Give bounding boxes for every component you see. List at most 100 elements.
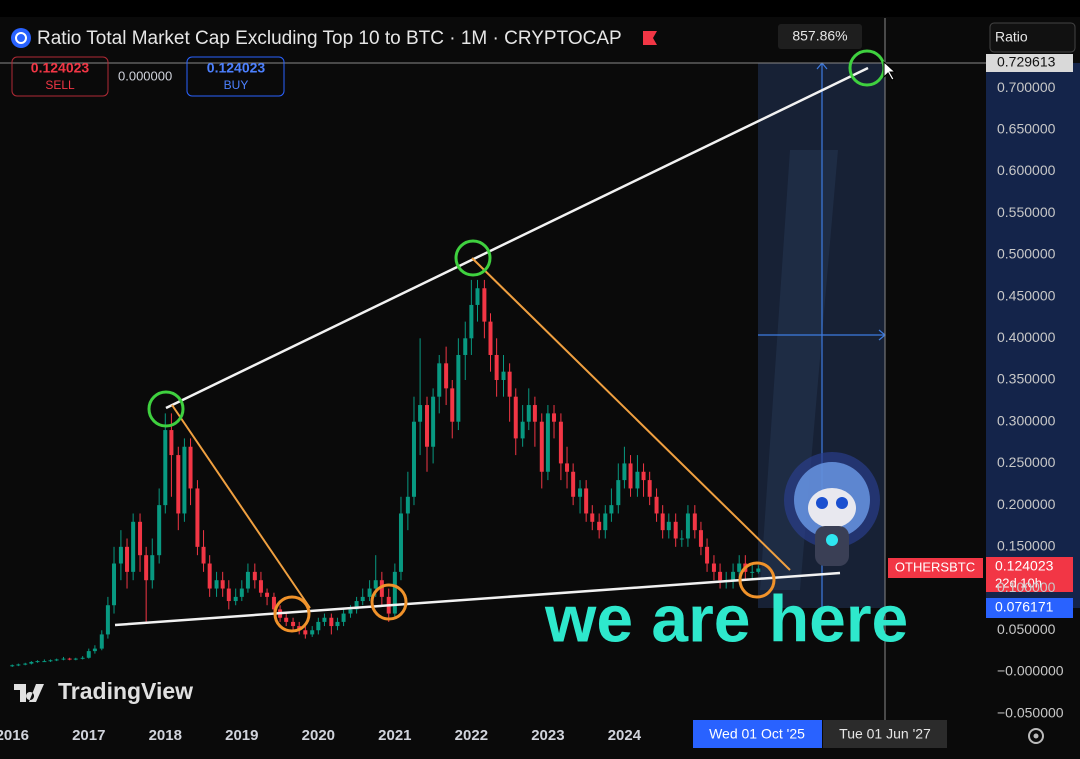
candle-body: [182, 446, 187, 514]
candle-body: [373, 580, 378, 589]
last-price-badge: [986, 557, 1073, 592]
candle-body: [469, 304, 474, 339]
candle-body: [552, 413, 557, 422]
cursor: [883, 60, 897, 81]
bottom-circle: [273, 595, 311, 633]
bottom-circle: [370, 583, 408, 621]
candle-body: [214, 580, 219, 589]
candle-body: [176, 455, 181, 514]
candle-body: [685, 513, 690, 539]
y-tick-label: 0.450000: [997, 287, 1056, 303]
level-price: 0.076171: [995, 599, 1054, 615]
candle-body: [86, 651, 91, 658]
candle-body: [437, 363, 442, 397]
y-tick-label: 0.700000: [997, 79, 1056, 95]
candle-body: [54, 659, 59, 661]
status-bar: [0, 0, 1080, 17]
candle-body: [201, 546, 206, 564]
y-tick-label: 0.150000: [997, 538, 1056, 554]
candle-body: [494, 354, 499, 381]
y-tick-label: 0.400000: [997, 329, 1056, 345]
measure-box: [778, 24, 862, 49]
candle-body: [679, 538, 684, 540]
candle-body: [711, 563, 716, 572]
x-tick-label: 2018: [149, 727, 182, 744]
candle-body: [609, 505, 614, 514]
candle-body: [526, 405, 531, 422]
flag-icon[interactable]: [643, 31, 657, 45]
mascot-face: [808, 488, 856, 528]
logo: TradingView: [14, 678, 193, 704]
candle-body: [303, 630, 308, 635]
sell-button[interactable]: [11, 56, 109, 97]
trend-line: [171, 404, 311, 609]
candle-body: [188, 446, 193, 489]
logo-mark: [14, 684, 44, 702]
candle-body: [578, 488, 583, 497]
candle-body: [118, 546, 123, 564]
scale-button-label: Ratio: [995, 29, 1028, 45]
candle-body: [99, 634, 104, 649]
candle-body: [329, 617, 334, 627]
candle-body: [603, 513, 608, 531]
candle-body: [67, 658, 72, 660]
candle-body: [258, 580, 263, 593]
y-tick-label: 0.250000: [997, 454, 1056, 470]
candle-body: [424, 405, 429, 447]
y-tick-label: 0.650000: [997, 120, 1056, 136]
candle-body: [628, 463, 633, 489]
x-tick-label: 2019: [225, 727, 258, 744]
candle-body: [616, 480, 621, 506]
candle-body: [590, 513, 595, 522]
candle-body: [475, 288, 480, 305]
candle-body: [105, 605, 110, 635]
candle-body: [520, 421, 525, 439]
settings-icon[interactable]: [1028, 728, 1044, 744]
candle-body: [558, 421, 563, 464]
spread: 0.000000: [118, 68, 172, 83]
bottom-markers: [273, 561, 776, 633]
candle-body: [718, 571, 723, 581]
candle-body: [322, 617, 327, 622]
mascot-core: [826, 534, 838, 546]
candle-body: [405, 496, 410, 514]
date-crosshair: Tue 01 Jun '27: [839, 726, 931, 742]
candle-body: [750, 571, 755, 573]
candle-body: [354, 601, 359, 610]
candle-body: [16, 664, 21, 666]
candle-body: [513, 396, 518, 439]
candle-body: [92, 648, 97, 652]
candle-body: [144, 555, 149, 581]
candle-body: [539, 421, 544, 472]
candle-body: [622, 463, 627, 481]
projection-shape: [760, 150, 838, 590]
y-tick-label: 0.500000: [997, 246, 1056, 262]
trend-line: [114, 571, 841, 627]
candle-body: [169, 430, 174, 456]
x-tick-label: 2016: [0, 727, 29, 744]
candle-body: [488, 321, 493, 355]
candle-body: [23, 663, 28, 665]
candle-body: [584, 488, 589, 514]
y-tick-label: −0.050000: [997, 704, 1064, 720]
annotation: we are here: [544, 581, 908, 655]
settings-icon-center: [1033, 733, 1039, 739]
candle-body: [698, 530, 703, 547]
candle-body: [35, 661, 40, 663]
candle-body: [341, 613, 346, 622]
buy-button[interactable]: [186, 56, 285, 97]
crosshair-price: 0.729613: [997, 54, 1056, 70]
y-tick-label: 0.600000: [997, 162, 1056, 178]
candle-body: [450, 388, 455, 422]
candle-body: [360, 596, 365, 602]
candle-body: [112, 563, 117, 606]
projection-axis-highlight: [986, 63, 1080, 608]
x-tick-label: 2021: [378, 727, 411, 744]
candle-body: [737, 563, 742, 572]
mascot: [784, 452, 880, 566]
scale-button[interactable]: [989, 22, 1076, 53]
candle-body: [673, 521, 678, 539]
candle-body: [731, 571, 736, 581]
chart-title: Ratio Total Market Cap Excluding Top 10 …: [37, 28, 622, 49]
